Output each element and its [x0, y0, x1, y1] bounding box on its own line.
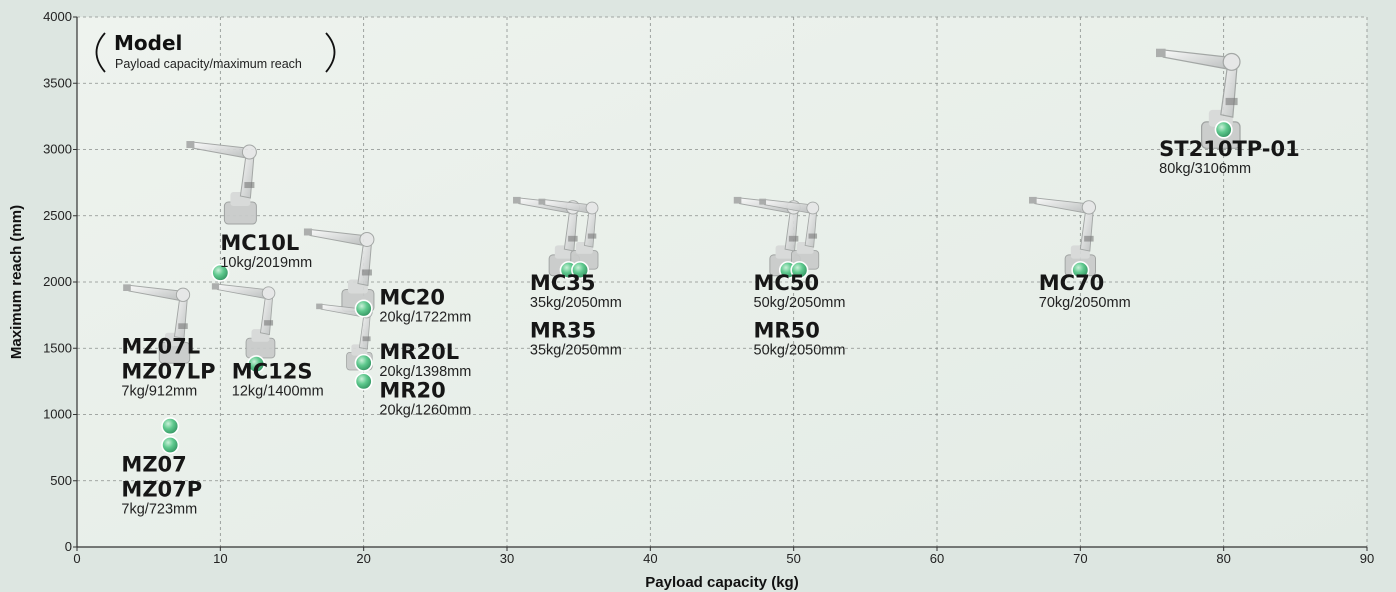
x-axis-title: Payload capacity (kg) — [645, 574, 798, 591]
legend-bracket-left — [95, 32, 106, 73]
model-name: MZ07L — [121, 335, 200, 359]
model-spec: 12kg/1400mm — [232, 384, 324, 400]
model-spec: 80kg/3106mm — [1159, 161, 1251, 177]
legend-title: Model — [114, 31, 182, 55]
model-spec: 20kg/1398mm — [379, 364, 471, 380]
model-name: MC35 — [530, 271, 596, 295]
model-name: MR50 — [754, 319, 820, 343]
legend-subtitle: Payload capacity/maximum reach — [115, 57, 302, 71]
y-tick-label: 2500 — [43, 208, 72, 223]
model-name: MZ07P — [121, 478, 202, 502]
x-tick-label: 90 — [1360, 551, 1374, 566]
model-label: MZ07L — [121, 335, 200, 359]
data-point — [1071, 261, 1090, 280]
x-tick-label: 40 — [643, 551, 657, 566]
x-tick-label: 30 — [500, 551, 514, 566]
model-spec: 7kg/723mm — [121, 502, 197, 518]
model-spec: 35kg/2050mm — [530, 295, 622, 311]
model-name: MC10L — [220, 231, 299, 255]
x-tick-label: 10 — [213, 551, 227, 566]
data-points — [161, 120, 1233, 454]
model-name: MR20L — [379, 340, 459, 364]
y-axis-title: Maximum reach (mm) — [8, 205, 25, 359]
x-tick-label: 80 — [1216, 551, 1230, 566]
model-spec: 50kg/2050mm — [754, 343, 846, 359]
axis-ticks: 0 10 20 30 40 50 60 70 80 90 0 500 1000 1500 2000 2500 3… — [43, 9, 1374, 566]
y-tick-label: 0 — [65, 539, 72, 554]
model-spec: 7kg/912mm — [121, 384, 197, 400]
data-point — [161, 417, 180, 436]
model-name: MC12S — [232, 360, 313, 384]
model-name: MC20 — [379, 286, 445, 310]
robot-arm-image — [1156, 48, 1241, 149]
model-spec: 20kg/1260mm — [379, 402, 471, 418]
model-spec: 10kg/2019mm — [220, 255, 312, 271]
robot-arm-image — [211, 283, 276, 359]
data-point — [211, 263, 230, 282]
data-point — [1214, 120, 1233, 139]
robot-images — [123, 48, 1241, 371]
robot-arm-image — [123, 284, 191, 364]
data-point — [354, 353, 373, 372]
y-tick-label: 3000 — [43, 142, 72, 157]
data-point — [354, 372, 373, 391]
model-name: MC70 — [1039, 271, 1105, 295]
model-name: MC50 — [754, 271, 820, 295]
model-name: MR20 — [379, 378, 445, 402]
model-name: MR35 — [530, 319, 596, 343]
data-point — [161, 435, 180, 454]
legend-box: Model Payload capacity/maximum reach — [95, 31, 336, 73]
model-name: MZ07LP — [121, 360, 215, 384]
data-point — [354, 299, 373, 318]
y-tick-label: 1000 — [43, 407, 72, 422]
model-name: ST210TP-01 — [1159, 137, 1300, 161]
y-tick-label: 2000 — [43, 274, 72, 289]
y-tick-label: 500 — [50, 473, 72, 488]
model-spec: 20kg/1722mm — [379, 310, 471, 326]
model-label: MZ07 — [121, 452, 186, 476]
model-name: MZ07 — [121, 452, 186, 476]
x-tick-label: 60 — [930, 551, 944, 566]
robot-arm-image — [186, 141, 257, 225]
robot-arm-image — [303, 228, 375, 312]
model-spec: 70kg/2050mm — [1039, 295, 1131, 311]
model-spec: 50kg/2050mm — [754, 295, 846, 311]
data-point — [247, 355, 266, 374]
x-tick-label: 20 — [356, 551, 370, 566]
x-tick-label: 0 — [73, 551, 80, 566]
robot-arm-image — [759, 198, 820, 270]
data-point — [790, 261, 809, 280]
y-tick-label: 4000 — [43, 9, 72, 24]
y-tick-label: 1500 — [43, 340, 72, 355]
model-spec: 35kg/2050mm — [530, 343, 622, 359]
robot-arm-image — [538, 198, 599, 270]
x-tick-label: 50 — [786, 551, 800, 566]
x-tick-label: 70 — [1073, 551, 1087, 566]
legend-bracket-right — [325, 32, 336, 73]
grid — [77, 16, 1368, 547]
y-tick-label: 3500 — [43, 75, 72, 90]
data-point — [571, 261, 590, 280]
